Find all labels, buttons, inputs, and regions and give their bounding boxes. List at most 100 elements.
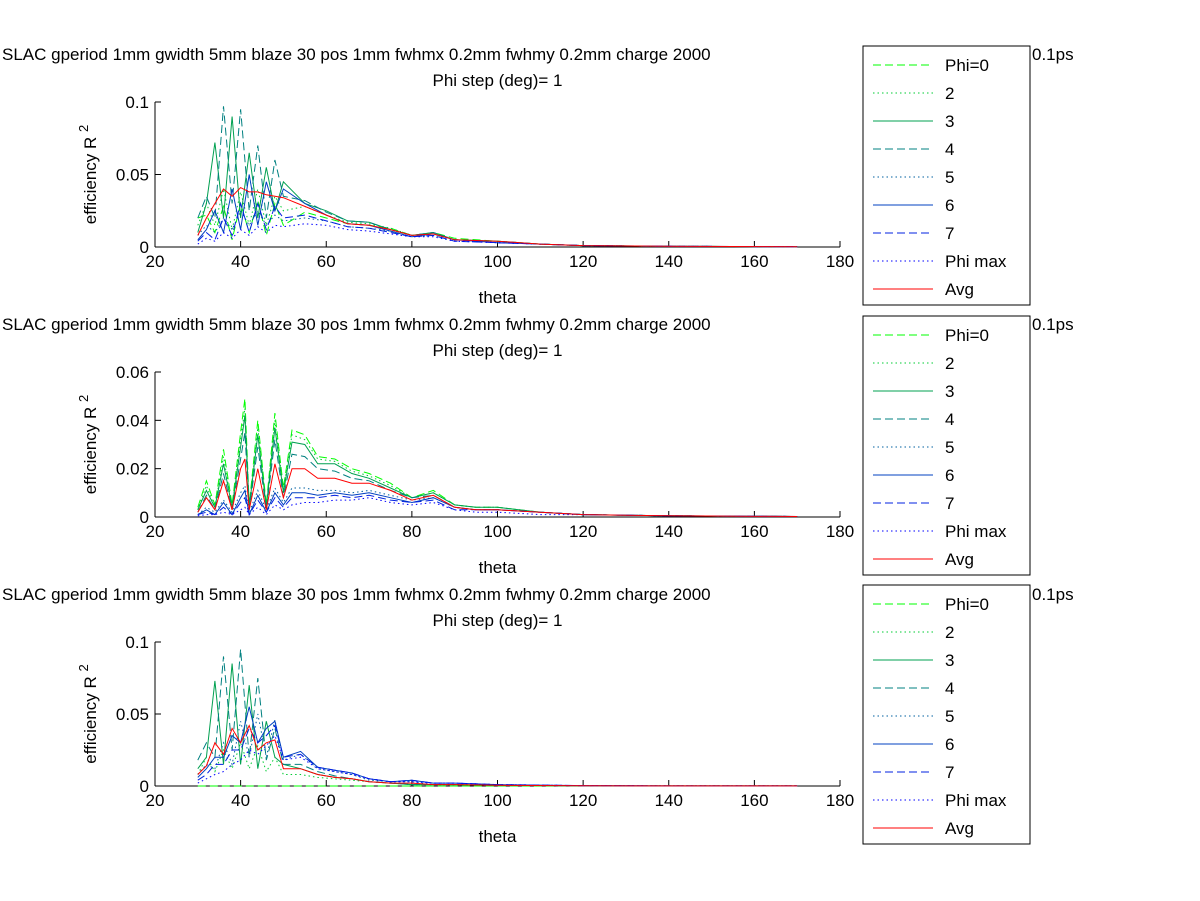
subplot-1: 20 40 60 80 100 120 140 160 180 0 0.05 0.1 theta effi… — [2, 45, 1074, 307]
series-line-3 — [197, 663, 798, 787]
x-tick-label: 120 — [569, 522, 597, 541]
x-tick-label: 100 — [483, 252, 511, 271]
x-tick-label: 40 — [231, 791, 250, 810]
legend-label: 3 — [945, 651, 954, 670]
legend-label: Phi max — [945, 791, 1007, 810]
series-line-6 — [197, 174, 798, 248]
legend-label: 6 — [945, 196, 954, 215]
y-tick-label: 0 — [140, 777, 149, 796]
legend-label: 2 — [945, 354, 954, 373]
chart-title: SLAC gperiod 1mm gwidth 5mm blaze 30 pos… — [2, 585, 711, 604]
legend: Phi=0 2 3 4 5 6 7 Phi max Avg — [862, 45, 1031, 306]
legend-label: Phi max — [945, 522, 1007, 541]
y-tick-label: 0 — [140, 238, 149, 257]
series-line-6 — [197, 706, 798, 787]
x-tick-label: 80 — [402, 252, 421, 271]
legend: Phi=0 2 3 4 5 6 7 Phi max Avg — [862, 584, 1031, 845]
x-tick-label: 80 — [402, 522, 421, 541]
y-axis-label: efficiency R 2 — [76, 125, 100, 225]
series-line-9 — [197, 724, 798, 787]
x-tick-label: 160 — [740, 522, 768, 541]
legend-label: Phi=0 — [945, 326, 989, 345]
x-tick-label: 180 — [826, 791, 854, 810]
chart-subtitle: Phi step (deg)= 1 — [433, 611, 563, 630]
x-tick-label: 140 — [655, 791, 683, 810]
subplot-2: 20 40 60 80 100 120 140 160 180 0 0.02 0.04 0.06 thet… — [2, 315, 1074, 577]
legend-label: 7 — [945, 224, 954, 243]
y-tick-label: 0.05 — [116, 705, 149, 724]
legend-label: 2 — [945, 623, 954, 642]
x-tick-label: 80 — [402, 791, 421, 810]
legend-label: 7 — [945, 763, 954, 782]
x-tick-label: 60 — [317, 252, 336, 271]
x-axis-label: theta — [479, 827, 517, 846]
y-tick-label: 0 — [140, 508, 149, 527]
legend-label: Avg — [945, 550, 974, 569]
x-tick-label: 40 — [231, 522, 250, 541]
y-axis-label: efficiency R 2 — [76, 395, 100, 495]
x-tick-label: 100 — [483, 791, 511, 810]
y-tick-label: 0.06 — [116, 363, 149, 382]
series-line-3 — [197, 116, 798, 248]
legend-label: Avg — [945, 819, 974, 838]
y-tick-label: 0.1 — [125, 93, 149, 112]
series-line-8 — [197, 223, 798, 248]
series-line-1 — [197, 200, 798, 248]
x-tick-label: 60 — [317, 522, 336, 541]
x-axis-label: theta — [479, 558, 517, 577]
y-axis-label-text: efficiency R — [81, 402, 100, 494]
legend-label: 7 — [945, 494, 954, 513]
y-tick-label: 0.05 — [116, 166, 149, 185]
legend-label: 4 — [945, 679, 954, 698]
x-tick-label: 20 — [146, 791, 165, 810]
chart-title-tail: 0.1ps — [1032, 315, 1074, 334]
series-line-3 — [197, 415, 798, 517]
x-tick-label: 140 — [655, 522, 683, 541]
x-tick-label: 120 — [569, 791, 597, 810]
x-tick-label: 20 — [146, 252, 165, 271]
chart-title-tail: 0.1ps — [1032, 585, 1074, 604]
legend-label: 4 — [945, 140, 954, 159]
series-line-8 — [197, 497, 798, 517]
legend-box — [862, 584, 1031, 845]
y-axis-label-superscript: 2 — [76, 125, 91, 132]
y-axis-label-superscript: 2 — [76, 664, 91, 671]
chart-subtitle: Phi step (deg)= 1 — [433, 71, 563, 90]
series-line-4 — [197, 432, 798, 517]
chart-title: SLAC gperiod 1mm gwidth 5mm blaze 30 pos… — [2, 315, 711, 334]
x-tick-label: 100 — [483, 522, 511, 541]
x-tick-label: 140 — [655, 252, 683, 271]
chart-title: SLAC gperiod 1mm gwidth 5mm blaze 30 pos… — [2, 45, 711, 64]
chart-title-tail: 0.1ps — [1032, 45, 1074, 64]
series-line-8 — [197, 734, 798, 787]
y-tick-label: 0.1 — [125, 633, 149, 652]
legend-box — [862, 45, 1031, 306]
series-line-4 — [197, 106, 798, 248]
x-tick-label: 40 — [231, 252, 250, 271]
x-tick-label: 160 — [740, 252, 768, 271]
legend-label: 3 — [945, 382, 954, 401]
x-tick-label: 20 — [146, 522, 165, 541]
y-axis-label: efficiency R 2 — [76, 664, 100, 764]
x-tick-label: 120 — [569, 252, 597, 271]
legend-label: 6 — [945, 466, 954, 485]
x-tick-label: 180 — [826, 522, 854, 541]
series-line-5 — [197, 713, 798, 787]
x-tick-label: 180 — [826, 252, 854, 271]
legend-label: 5 — [945, 707, 954, 726]
series-line-2 — [197, 408, 798, 517]
x-tick-label: 160 — [740, 791, 768, 810]
subplot-3: 20 40 60 80 100 120 140 160 180 0 0.05 0.1 theta effi… — [2, 584, 1074, 846]
legend-label: Phi=0 — [945, 56, 989, 75]
y-axis-label-text: efficiency R — [81, 671, 100, 763]
y-tick-label: 0.04 — [116, 411, 149, 430]
x-tick-label: 60 — [317, 791, 336, 810]
y-tick-label: 0.02 — [116, 460, 149, 479]
y-axis-label-text: efficiency R — [81, 132, 100, 224]
legend-label: 5 — [945, 438, 954, 457]
legend-label: Avg — [945, 280, 974, 299]
legend-label: 5 — [945, 168, 954, 187]
legend-label: 3 — [945, 112, 954, 131]
